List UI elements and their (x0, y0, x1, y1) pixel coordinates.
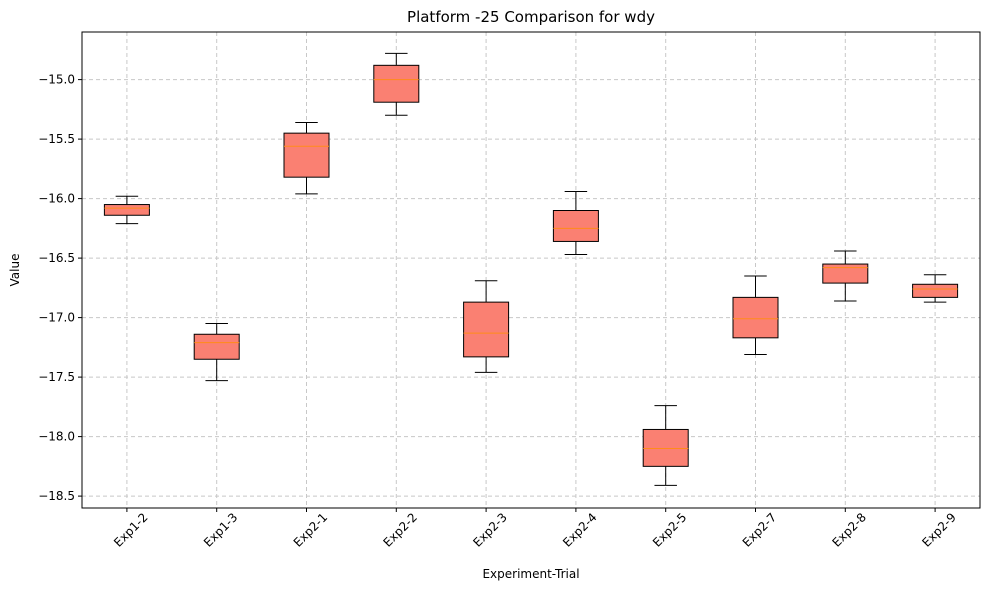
box-Exp1-3 (193, 323, 240, 382)
box-Exp2-7 (732, 275, 779, 355)
y-axis-ticks: −15.0 −15.5 −16.0 −16.5 −17.0 −17.5 −18.0 −18.5 (38, 73, 82, 503)
y-tick-label: −15.5 (38, 132, 75, 146)
box-Exp1-2 (103, 195, 150, 225)
y-tick-label: −17.0 (38, 311, 75, 325)
box-iqr (103, 204, 150, 216)
box-Exp2-4 (552, 190, 599, 256)
box-Exp2-5 (642, 405, 689, 486)
box-Exp2-3 (463, 280, 510, 373)
box-iqr (642, 428, 689, 467)
y-axis-label: Value (8, 254, 22, 287)
box-Exp2-8 (822, 250, 869, 302)
box-iqr (463, 301, 510, 358)
box-iqr (552, 210, 599, 242)
y-tick-label: −15.0 (38, 73, 75, 87)
y-tick-label: −17.5 (38, 370, 75, 384)
box-iqr (732, 296, 779, 339)
box-iqr (283, 132, 330, 178)
y-tick-label: −16.0 (38, 192, 75, 206)
boxes-group (103, 52, 959, 486)
chart-title: Platform -25 Comparison for wdy (407, 8, 655, 26)
box-Exp2-9 (912, 274, 959, 303)
box-iqr (912, 283, 959, 298)
box-Exp2-1 (283, 121, 330, 195)
y-tick-label: −16.5 (38, 251, 75, 265)
plot-frame (81, 31, 981, 509)
box-Exp2-2 (373, 52, 420, 116)
box-iqr (373, 64, 420, 103)
y-tick-label: −18.5 (38, 489, 75, 503)
box-iqr (193, 333, 240, 360)
box-iqr (822, 263, 869, 284)
x-axis-label: Experiment-Trial (482, 567, 579, 581)
y-tick-label: −18.0 (38, 430, 75, 444)
